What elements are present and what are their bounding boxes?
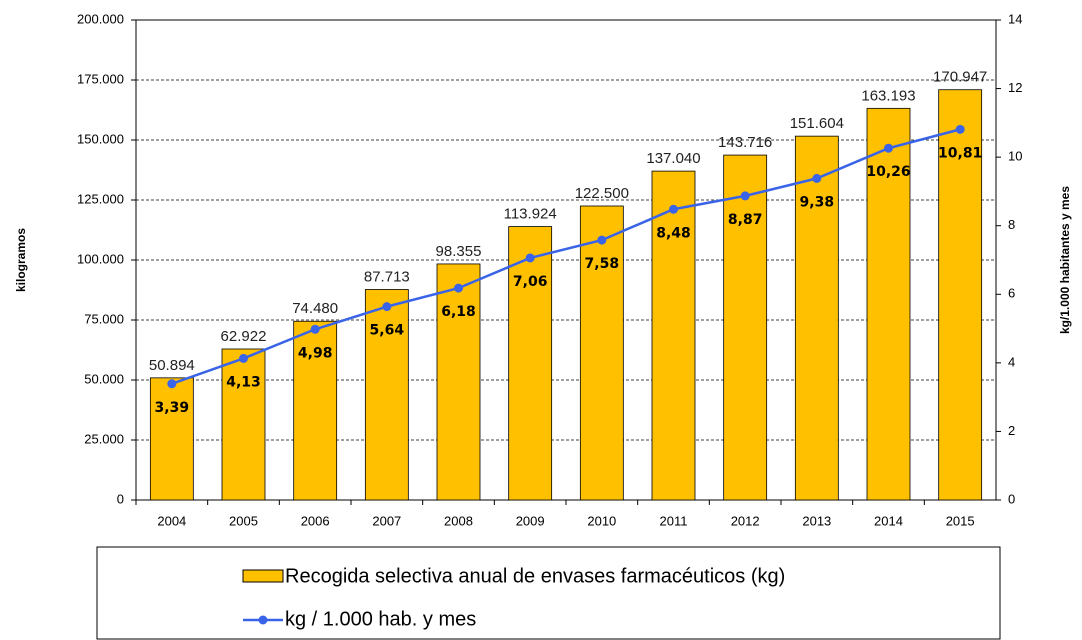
y2-tick-label: 12 [1008, 80, 1022, 95]
y-tick-label: 150.000 [77, 131, 124, 146]
line-value-label: 9,38 [800, 194, 835, 210]
line-point [812, 173, 822, 183]
y-tick-label: 125.000 [77, 191, 124, 206]
line-point [669, 204, 678, 214]
x-tick-label: 2015 [946, 513, 975, 528]
x-tick-label: 2011 [660, 513, 688, 528]
y-tick-label: 200.000 [77, 11, 124, 26]
y2-tick-label: 2 [1008, 423, 1015, 438]
line-point [310, 324, 320, 334]
bar [866, 107, 911, 501]
bar-value-label: 137.040 [646, 150, 700, 167]
bar-value-label: 163.193 [861, 87, 915, 104]
line-point [454, 283, 463, 293]
line [171, 128, 961, 385]
bar [436, 263, 481, 501]
bar [723, 154, 768, 501]
x-tick-label: 2008 [444, 513, 473, 528]
line-value-label: 7,58 [585, 256, 620, 272]
x-tick-label: 2014 [874, 513, 903, 528]
line-value-label: 4,13 [226, 374, 261, 390]
bar-value-label: 170.947 [933, 69, 987, 86]
line-point [955, 124, 965, 134]
bar-value-label: 122.500 [575, 185, 629, 202]
bar-value-label: 151.604 [790, 115, 844, 132]
bar [149, 377, 194, 501]
y-axis-label: kilogramos [14, 228, 28, 292]
y-tick-label: 75.000 [84, 311, 124, 326]
x-tick-label: 2006 [301, 513, 330, 528]
legend-marker [258, 615, 268, 625]
line-value-label: 10,26 [866, 164, 910, 180]
line-value-label: 6,18 [441, 304, 476, 320]
line-value-label: 3,39 [155, 400, 190, 416]
bar [938, 89, 983, 501]
legend-label: Recogida selectiva anual de envases farm… [285, 565, 785, 587]
bar-value-label: 62.922 [221, 328, 267, 345]
legend-swatch [242, 569, 284, 583]
y2-tick-label: 4 [1008, 354, 1015, 369]
bar-value-label: 113.924 [504, 206, 557, 223]
bar [579, 205, 624, 501]
x-tick-label: 2005 [229, 513, 258, 528]
bar-value-label: 50.894 [149, 357, 195, 374]
legend-box [96, 546, 1001, 640]
line-value-label: 10,81 [938, 145, 982, 161]
y2-axis-label: kg/1.000 habitantes y mes [1058, 186, 1072, 334]
x-tick-label: 2009 [516, 513, 545, 528]
line-value-label: 7,06 [513, 274, 548, 290]
bar [221, 348, 266, 501]
x-tick-label: 2013 [802, 513, 831, 528]
line-point [382, 302, 392, 312]
bar [364, 289, 409, 501]
bar [794, 135, 839, 501]
y-tick-label: 100.000 [77, 251, 124, 266]
x-tick-label: 2007 [372, 513, 401, 528]
y2-tick-label: 0 [1008, 491, 1015, 506]
bar-value-label: 143.716 [718, 134, 772, 151]
line-point [525, 253, 535, 263]
y2-tick-label: 6 [1008, 286, 1015, 301]
line-point [239, 353, 248, 363]
x-tick-label: 2010 [587, 513, 616, 528]
line-value-label: 8,48 [656, 225, 691, 241]
line-point [597, 235, 607, 245]
x-tick-label: 2012 [731, 513, 760, 528]
bar [651, 170, 696, 501]
y2-tick-label: 14 [1008, 11, 1022, 26]
bar [293, 320, 338, 501]
bar-value-label: 98.355 [436, 243, 482, 260]
legend-label: kg / 1.000 hab. y mes [285, 608, 476, 630]
line-point [167, 379, 177, 389]
line-value-label: 4,98 [298, 345, 333, 361]
bar-value-label: 87.713 [364, 268, 410, 285]
y-tick-label: 175.000 [77, 71, 124, 86]
y2-tick-label: 8 [1008, 217, 1015, 232]
line-value-label: 5,64 [370, 323, 405, 339]
bar-value-label: 74.480 [292, 300, 338, 317]
line-point [884, 143, 893, 153]
y-tick-label: 0 [117, 491, 124, 506]
line-point [740, 191, 750, 201]
y-tick-label: 50.000 [84, 371, 124, 386]
bar [508, 226, 553, 501]
y-tick-label: 25.000 [84, 431, 124, 446]
y2-tick-label: 10 [1008, 149, 1022, 164]
x-tick-label: 2004 [157, 513, 186, 528]
line-value-label: 8,87 [728, 212, 763, 228]
